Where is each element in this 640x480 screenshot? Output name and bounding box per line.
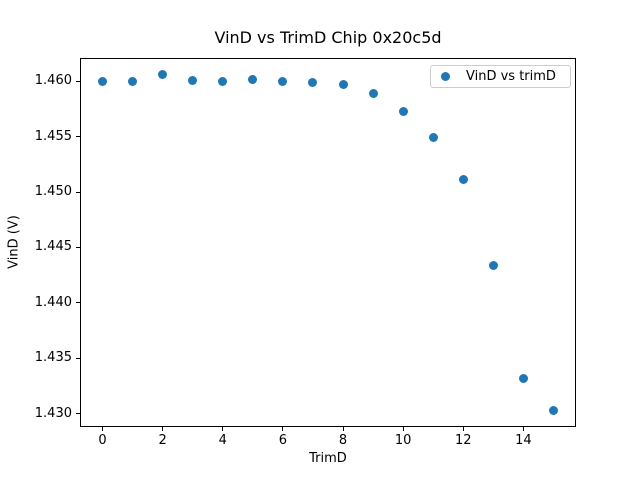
data-point bbox=[368, 88, 378, 98]
y-tick-mark bbox=[76, 357, 80, 359]
legend-marker-icon bbox=[441, 72, 450, 81]
y-tick-label: 1.455 bbox=[34, 128, 72, 144]
data-point bbox=[188, 75, 198, 85]
x-tick-label: 4 bbox=[218, 433, 227, 448]
y-tick-mark bbox=[76, 302, 80, 304]
x-axis-label: TrimD bbox=[309, 451, 347, 466]
data-point bbox=[158, 70, 168, 80]
data-point bbox=[128, 76, 138, 86]
y-tick-label: 1.445 bbox=[34, 239, 72, 255]
data-point bbox=[428, 133, 438, 143]
x-tick-label: 10 bbox=[394, 433, 412, 448]
y-tick-label: 1.440 bbox=[34, 294, 72, 310]
data-point bbox=[98, 76, 108, 86]
x-tick-mark bbox=[102, 427, 104, 431]
data-point bbox=[338, 80, 348, 90]
data-point bbox=[218, 76, 228, 86]
data-point bbox=[278, 76, 288, 86]
y-tick-label: 1.450 bbox=[34, 184, 72, 200]
x-tick-mark bbox=[162, 427, 164, 431]
y-tick-label: 1.460 bbox=[34, 73, 72, 89]
legend-label: VinD vs trimD bbox=[466, 69, 556, 84]
data-point bbox=[458, 175, 468, 185]
legend: VinD vs trimD bbox=[430, 65, 571, 88]
x-tick-mark bbox=[282, 427, 284, 431]
x-tick-label: 8 bbox=[338, 433, 348, 448]
data-point bbox=[518, 373, 528, 383]
data-point bbox=[548, 405, 558, 415]
y-tick-mark bbox=[76, 413, 80, 415]
data-point bbox=[308, 77, 318, 87]
x-tick-label: 2 bbox=[158, 433, 167, 448]
data-point bbox=[488, 260, 498, 270]
x-tick-mark bbox=[222, 427, 224, 431]
x-tick-mark bbox=[342, 427, 344, 431]
x-tick-label: 12 bbox=[454, 433, 472, 448]
x-tick-mark bbox=[402, 427, 404, 431]
x-tick-label: 6 bbox=[278, 433, 288, 448]
x-tick-mark bbox=[522, 427, 524, 431]
x-tick-label: 14 bbox=[515, 433, 532, 448]
y-tick-label: 1.435 bbox=[34, 350, 72, 366]
y-tick-label: 1.430 bbox=[34, 405, 72, 421]
chart-title: VinD vs TrimD Chip 0x20c5d bbox=[214, 28, 442, 47]
y-tick-mark bbox=[76, 80, 80, 82]
data-point bbox=[248, 74, 258, 84]
y-tick-mark bbox=[76, 191, 80, 193]
x-tick-mark bbox=[462, 427, 464, 431]
plot-area bbox=[80, 58, 576, 427]
x-tick-label: 0 bbox=[98, 433, 107, 448]
y-tick-mark bbox=[76, 246, 80, 248]
data-point bbox=[398, 106, 408, 116]
y-tick-mark bbox=[76, 136, 80, 138]
